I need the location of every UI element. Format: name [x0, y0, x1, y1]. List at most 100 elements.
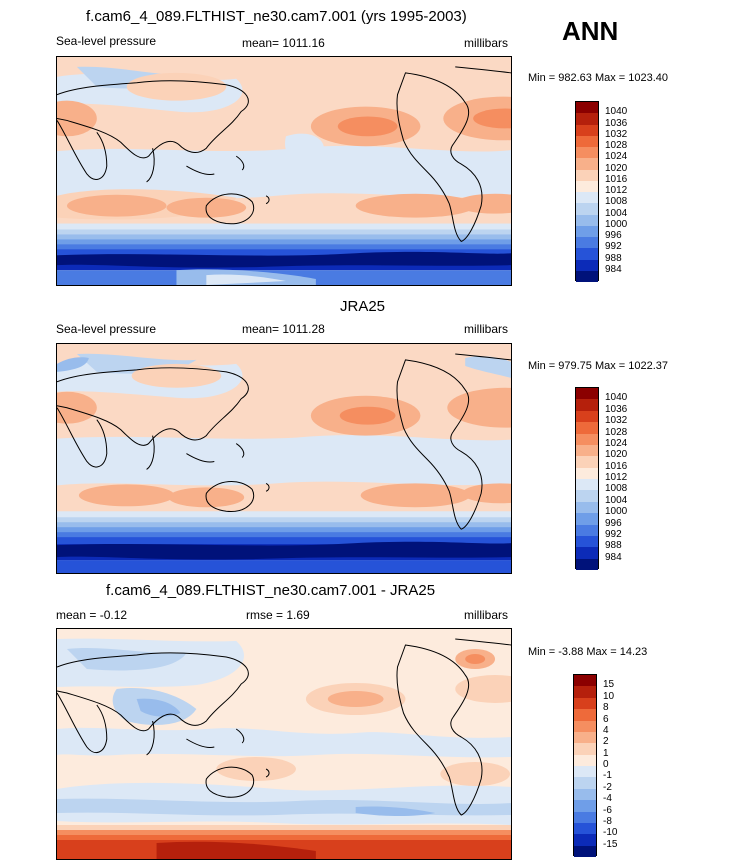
colorbar-swatch: [576, 558, 598, 570]
colorbar-swatch: [574, 743, 596, 755]
colorbar-swatch: [574, 811, 596, 823]
colorbar-swatch: [576, 444, 598, 457]
panel1-units-label: millibars: [464, 36, 509, 50]
colorbar-swatch: [574, 731, 596, 744]
colorbar-tick-label: 1040: [605, 392, 628, 404]
colorbar-tick-label: 2: [603, 736, 609, 748]
colorbar-swatch: [574, 675, 596, 687]
panel2-left-label: Sea-level pressure: [56, 322, 157, 336]
colorbar-tick-label: 1028: [605, 426, 628, 438]
panel1-map: [56, 56, 512, 286]
colorbar-swatch: [574, 697, 596, 710]
colorbar-swatch: [576, 490, 598, 502]
colorbar-swatch: [576, 169, 598, 181]
colorbar-swatch: [574, 766, 596, 778]
colorbar-swatch: [574, 777, 596, 789]
colorbar-swatch: [576, 214, 598, 226]
panel3-minmax: Min = -3.88 Max = 14.23: [528, 646, 648, 658]
colorbar-swatch: [576, 135, 598, 147]
panel2-field: [57, 344, 511, 573]
colorbar-tick-label: 1016: [605, 460, 628, 472]
panel3-units-label: millibars: [464, 608, 509, 622]
colorbar-swatch: [576, 259, 598, 271]
colorbar-tick-label: 6: [603, 713, 609, 725]
panel2-mean-label: mean= 1011.28: [242, 322, 325, 336]
colorbar-tick-label: 1000: [605, 218, 628, 230]
colorbar-tick-label: -10: [603, 827, 618, 839]
colorbar-swatch: [576, 237, 598, 249]
colorbar-tick-label: 8: [603, 702, 609, 714]
colorbar-tick-label: 988: [605, 252, 622, 264]
colorbar-swatch: [576, 524, 598, 536]
colorbar-tick-label: 988: [605, 540, 622, 552]
colorbar-swatch: [576, 410, 598, 423]
panel3-mean-label: mean = -0.12: [56, 608, 128, 622]
colorbar-swatch: [576, 513, 598, 525]
colorbar-tick-label: 1012: [605, 472, 628, 483]
panel1-field: [57, 57, 511, 285]
panel1-minmax: Min = 982.63 Max = 1023.40: [528, 72, 669, 84]
colorbar-swatch: [574, 720, 596, 732]
panel3-colorbar: 15 10 8 6 4 2 1 0 -1 -2 -4 -6 -8 -10 -15: [573, 674, 713, 857]
colorbar-swatch: [576, 225, 598, 237]
colorbar-tick-label: 1: [603, 747, 609, 759]
panel1-mean-label: mean= 1011.16: [242, 36, 325, 50]
panel3-map: [56, 628, 512, 860]
colorbar-swatch: [576, 270, 598, 282]
panel2-minmax: Min = 979.75 Max = 1022.37: [528, 360, 669, 372]
colorbar-tick-label: -8: [603, 815, 612, 827]
panel1-colorbar-swatches: [575, 101, 599, 282]
panel2-colorbar: 1040 1036 1032 1028 1024 1020 1016 1012 1008 1004…: [575, 387, 715, 570]
panel3-title: f.cam6_4_089.FLTHIST_ne30.cam7.001 - JRA…: [106, 582, 436, 599]
colorbar-swatch: [576, 422, 598, 434]
panel2-map: [56, 343, 512, 574]
colorbar-tick-label: 10: [603, 690, 615, 702]
colorbar-tick-label: 984: [605, 263, 622, 275]
colorbar-swatch: [576, 180, 598, 192]
colorbar-tick-label: 1036: [605, 403, 628, 415]
colorbar-tick-label: -15: [603, 838, 618, 850]
colorbar-tick-label: 1020: [605, 449, 628, 461]
colorbar-tick-label: 1004: [605, 494, 628, 506]
colorbar-tick-label: 1024: [605, 437, 628, 449]
colorbar-tick-label: 992: [605, 241, 622, 253]
panel1-left-label: Sea-level pressure: [56, 34, 157, 48]
colorbar-tick-label: 1004: [605, 207, 628, 219]
colorbar-swatch: [574, 822, 596, 835]
colorbar-swatch: [574, 834, 596, 846]
panel2-units-label: millibars: [464, 322, 509, 336]
colorbar-swatch: [576, 248, 598, 260]
colorbar-tick-label: 4: [603, 724, 609, 736]
colorbar-swatch: [576, 399, 598, 411]
colorbar-swatch: [576, 192, 598, 204]
colorbar-swatch: [576, 203, 598, 215]
colorbar-swatch: [576, 433, 598, 445]
colorbar-tick-label: 996: [605, 230, 622, 241]
colorbar-tick-label: 1028: [605, 140, 628, 151]
panel3-field: [57, 629, 511, 859]
colorbar-tick-label: 1016: [605, 173, 628, 185]
colorbar-tick-label: 1032: [605, 128, 628, 140]
colorbar-swatch: [576, 547, 598, 559]
colorbar-tick-label: 1008: [605, 196, 628, 208]
colorbar-swatch: [576, 479, 598, 491]
colorbar-tick-label: -4: [603, 793, 612, 805]
colorbar-tick-label: 1000: [605, 506, 628, 518]
panel1-colorbar: 1040 1036 1032 1028 1024 1020 1016 1012 1008 1004…: [575, 101, 715, 282]
colorbar-tick-label: -1: [603, 770, 612, 782]
colorbar-swatch: [576, 102, 598, 114]
colorbar-swatch: [576, 535, 598, 548]
panel3-colorbar-swatches: [573, 674, 597, 857]
panel1-title: f.cam6_4_089.FLTHIST_ne30.cam7.001 (yrs …: [86, 8, 467, 25]
panel2-title: JRA25: [340, 298, 386, 315]
colorbar-swatch: [574, 845, 596, 857]
colorbar-swatch: [574, 788, 596, 801]
colorbar-swatch: [576, 501, 598, 514]
colorbar-tick-label: 996: [605, 517, 622, 529]
colorbar-swatch: [576, 467, 598, 479]
panel3-rmse-label: rmse = 1.69: [246, 608, 310, 622]
colorbar-swatch: [574, 686, 596, 698]
colorbar-swatch: [574, 800, 596, 812]
colorbar-tick-label: 1020: [605, 162, 628, 174]
season-label: ANN: [562, 16, 619, 46]
